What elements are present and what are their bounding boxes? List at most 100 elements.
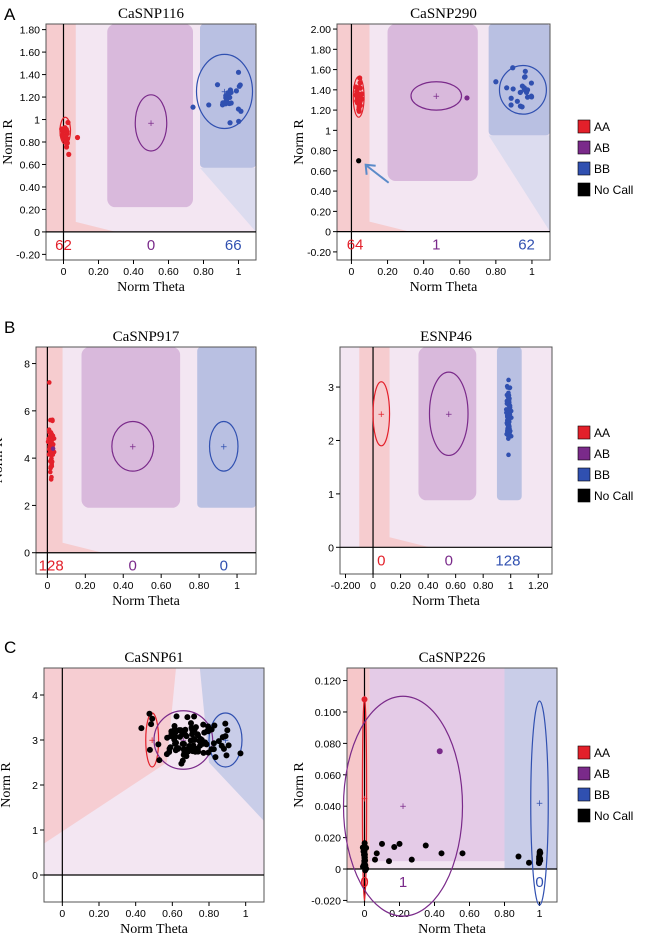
data-point [214,82,221,88]
legend-label-aa: AA [594,120,610,134]
data-point [361,859,368,866]
legend-label-ab: AB [594,767,610,781]
data-point [528,80,535,86]
x-tick-label: 1 [529,266,535,278]
x-tick-label: 0.20 [75,580,96,592]
y-tick-label: 1.40 [311,85,332,97]
data-point [506,417,511,422]
data-point [191,713,198,720]
region-aa [359,347,430,548]
data-point [62,134,68,140]
chart-casnp226: 0 0.20 0.40 0.60 0.80 1 -0.020 0 0.020 0.040 0.060… [292,650,558,934]
x-tick-label: 0.60 [162,908,183,920]
data-point [200,721,207,728]
y-tick-label: 8 [24,359,30,371]
data-point [212,754,219,761]
data-point [521,74,528,80]
x-tick-label: 0 [349,266,355,278]
chart-title: CaSNP917 [113,329,180,345]
data-point [202,739,209,746]
y-tick-label: 0.60 [311,166,332,178]
y-tick-label: 0.20 [311,206,332,218]
data-point [50,418,55,424]
y-tick-label: 2 [32,780,38,792]
data-point [408,856,415,863]
legend-label-nocall: No Call [594,809,633,823]
genotype-count-aa: 128 [39,558,64,575]
data-point [373,850,380,857]
y-tick-label: -0.20 [16,249,40,261]
data-point [396,840,403,847]
legend: AA AB BB No Call [576,424,638,514]
data-point [379,840,385,847]
genotype-count-ab: 1 [399,874,407,891]
x-tick-label: 0.80 [473,580,494,592]
data-point [235,69,242,75]
region-ab [369,668,505,862]
data-point [192,724,199,731]
chart-casnp61: 0 0.20 0.40 0.60 0.80 1 0 1 2 3 4 CaSNP61 Norm Theta… [0,650,265,934]
data-point [386,858,392,865]
data-point [184,714,191,721]
data-point [149,715,156,722]
x-tick-label: 0.60 [459,908,480,920]
x-tick-label: 0.20 [389,908,410,920]
y-tick-label: 4 [32,690,38,702]
data-point [357,75,363,81]
data-point [224,727,231,734]
data-point [63,144,70,150]
region-bb [488,24,550,136]
data-point [237,82,243,88]
x-tick-label: 1 [508,580,514,592]
y-tick-label: 0.120 [315,676,341,688]
x-tick-label: 0.80 [189,580,210,592]
genotype-count-ab: 0 [147,237,155,254]
data-point [514,98,520,104]
x-tick-label: 0 [362,908,368,920]
data-point [205,723,212,730]
data-point [49,437,54,443]
data-point [510,65,516,71]
x-tick-label: 0.20 [390,580,411,592]
region-aa [44,668,176,844]
data-point [510,86,516,92]
y-tick-label: 0 [325,227,331,239]
data-point [228,89,234,96]
genotype-count-ab: 1 [432,237,440,254]
y-tick-label: 0.80 [20,137,41,149]
data-point [507,428,513,434]
data-point [517,89,523,96]
y-tick-label: 1.80 [20,25,41,37]
y-tick-label: 0.060 [315,770,341,782]
data-point [464,95,470,101]
y-axis-label: Norm R [0,437,6,483]
x-tick-label: 0.20 [377,266,398,278]
legend-label-bb: BB [594,788,610,802]
y-tick-label: 0.100 [315,707,341,719]
data-point [59,126,65,132]
region-aa [36,347,103,553]
y-tick-label: 0.40 [20,182,41,194]
data-point [190,104,196,110]
legend-label-bb: BB [594,162,610,176]
data-point [436,748,443,755]
y-tick-label: 1.60 [20,47,41,59]
y-tick-label: 1 [325,125,331,137]
data-point [508,102,514,108]
data-point [355,85,361,91]
cluster-ellipse-ab [410,81,463,111]
data-point [493,79,499,85]
y-tick-label: 4 [24,453,30,465]
data-point [148,721,155,728]
data-point [200,749,207,756]
x-tick-label: 0.40 [424,908,445,920]
data-point [233,88,239,94]
legend: AA AB BB No Call [576,118,638,208]
genotype-count-bb: 62 [518,237,535,254]
cluster-center-marker: + [129,442,137,452]
cluster-ellipse-aa [361,695,368,902]
y-tick-label: 6 [24,406,30,418]
x-tick-label: 0.80 [193,266,214,278]
chart-casnp290: 0 0.20 0.40 0.60 0.80 1 -0.20 0 0.20 0.40 0.60 0.80… [292,6,551,295]
